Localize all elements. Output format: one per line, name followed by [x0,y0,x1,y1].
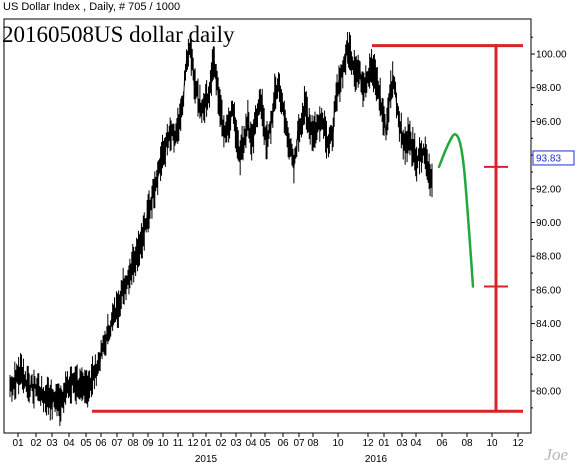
chart-header: US Dollar Index , Daily, # 705 / 1000 [3,1,181,13]
x-month-label: 03 [46,438,58,449]
x-month-label: 06 [277,438,289,449]
x-month-label: 02 [215,438,227,449]
x-month-label: 10 [486,438,498,449]
x-month-label: 07 [111,438,123,449]
watermark-title: 20160508US dollar daily [2,22,235,47]
y-tick-label: 90.00 [536,218,561,229]
y-tick-label: 80.00 [536,387,561,398]
price-layer [9,31,433,427]
annotation-layer [92,44,523,413]
x-month-label: 12 [187,438,199,449]
y-tick-label: 100.00 [536,50,567,61]
plot-area [3,18,532,434]
y-tick-label: 98.00 [536,83,561,94]
price-line [9,47,433,408]
x-month-label: 05 [80,438,92,449]
x-year-label: 2015 [195,454,218,465]
y-tick-label: 82.00 [536,353,561,364]
x-month-label: 04 [410,438,422,449]
x-month-label: 05 [259,438,271,449]
x-month-label: 01 [200,438,212,449]
y-tick-label: 92.00 [536,184,561,195]
current-value-box [532,150,575,166]
x-month-label: 03 [396,438,408,449]
x-month-label: 01 [378,438,390,449]
x-month-label: 06 [436,438,448,449]
x-month-label: 01 [12,438,24,449]
x-month-label: 08 [307,438,319,449]
y-axis: 80.0082.0084.0086.0088.0090.0092.0094.00… [531,36,567,409]
current-value-label: 93.83 [536,153,561,164]
projection-curve [437,133,475,288]
x-month-label: 06 [95,438,107,449]
x-month-label: 12 [362,438,374,449]
signature-watermark: Joe [544,445,568,464]
x-axis: 01 02 03 04 05 06 07 08 09 10 11 12 01 02 03 04 05 06 07 08… [12,433,524,465]
x-month-label: 08 [127,438,139,449]
y-tick-label: 86.00 [536,285,561,296]
x-month-label: 12 [512,438,524,449]
x-month-label: 04 [63,438,75,449]
x-month-label: 11 [173,438,184,449]
current-value-marker: 93.83 [532,150,575,166]
y-tick-label: 88.00 [536,252,561,263]
x-month-label: 10 [157,438,169,449]
y-tick-label: 96.00 [536,117,561,128]
x-month-label: 02 [30,438,42,449]
x-year-label: 2016 [365,454,388,465]
x-month-label: 07 [293,438,305,449]
price-bars [9,31,433,427]
x-month-label: 09 [142,438,154,449]
y-tick-label: 84.00 [536,319,561,330]
x-month-label: 04 [245,438,257,449]
x-month-label: 03 [230,438,242,449]
x-month-label: 08 [461,438,473,449]
x-month-label: 10 [332,438,344,449]
